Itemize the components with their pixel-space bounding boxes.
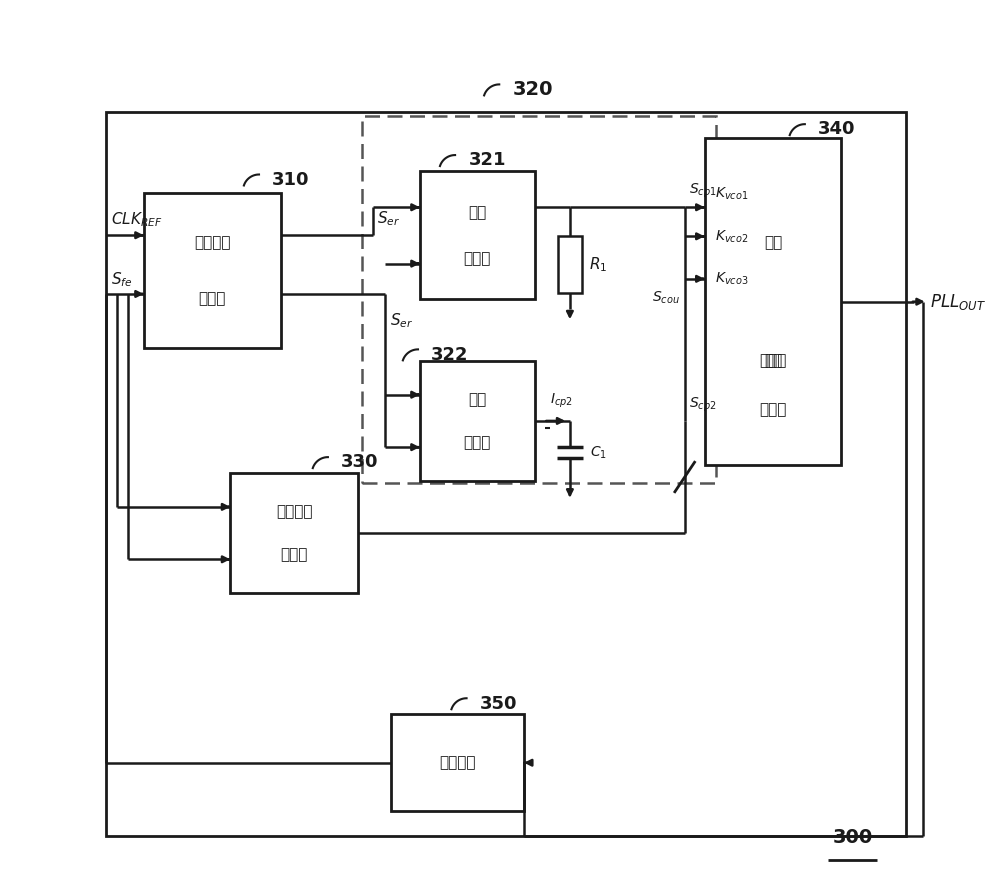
Text: $S_{cou}$: $S_{cou}$ bbox=[652, 290, 680, 306]
Bar bbox=[362, 116, 716, 483]
Text: $S_{cp2}$: $S_{cp2}$ bbox=[689, 395, 717, 414]
Bar bbox=[705, 138, 841, 465]
Bar bbox=[391, 714, 524, 812]
Text: 300: 300 bbox=[832, 828, 873, 847]
Text: 电荷泵: 电荷泵 bbox=[463, 251, 491, 266]
Text: 310: 310 bbox=[272, 171, 310, 189]
Text: $C_1$: $C_1$ bbox=[590, 445, 607, 461]
Text: 322: 322 bbox=[431, 346, 469, 363]
Text: $K_{vco3}$: $K_{vco3}$ bbox=[715, 270, 749, 287]
Text: 330: 330 bbox=[341, 454, 379, 471]
Text: 压控: 压控 bbox=[764, 353, 782, 368]
Text: $S_{er}$: $S_{er}$ bbox=[390, 312, 413, 330]
Text: 压控: 压控 bbox=[764, 236, 782, 251]
Text: $S_{fe}$: $S_{fe}$ bbox=[111, 270, 132, 289]
Text: $S_{cp1}$: $S_{cp1}$ bbox=[689, 182, 717, 200]
Text: 反馈回路: 反馈回路 bbox=[439, 755, 476, 770]
Bar bbox=[106, 112, 906, 836]
Text: 振荡器: 振荡器 bbox=[759, 402, 787, 417]
Text: 321: 321 bbox=[468, 152, 506, 169]
Text: 振荡器: 振荡器 bbox=[759, 353, 787, 368]
Bar bbox=[420, 361, 535, 480]
Text: $S_{er}$: $S_{er}$ bbox=[377, 209, 401, 229]
Text: 侦测器: 侦测器 bbox=[199, 291, 226, 306]
Text: $I_{cp2}$: $I_{cp2}$ bbox=[550, 392, 573, 410]
Text: $K_{vco2}$: $K_{vco2}$ bbox=[715, 228, 749, 245]
Text: 相位频率: 相位频率 bbox=[194, 236, 230, 251]
Bar bbox=[144, 193, 281, 348]
Bar bbox=[420, 171, 535, 299]
Bar bbox=[230, 473, 358, 593]
Bar bbox=[558, 236, 582, 293]
Text: 电荷泵: 电荷泵 bbox=[463, 435, 491, 450]
Text: $R_1$: $R_1$ bbox=[589, 255, 608, 274]
Text: 350: 350 bbox=[480, 695, 517, 712]
Text: 第一数字: 第一数字 bbox=[276, 504, 313, 519]
Text: $PLL_{OUT}$: $PLL_{OUT}$ bbox=[930, 291, 986, 312]
Text: 积分器: 积分器 bbox=[281, 547, 308, 562]
Text: 320: 320 bbox=[512, 81, 553, 99]
Text: 第一: 第一 bbox=[468, 205, 486, 220]
Text: 340: 340 bbox=[818, 120, 856, 138]
Text: $CLK_{REF}$: $CLK_{REF}$ bbox=[111, 210, 162, 229]
Text: 第二: 第二 bbox=[468, 392, 486, 407]
Text: $K_{vco1}$: $K_{vco1}$ bbox=[715, 186, 749, 202]
